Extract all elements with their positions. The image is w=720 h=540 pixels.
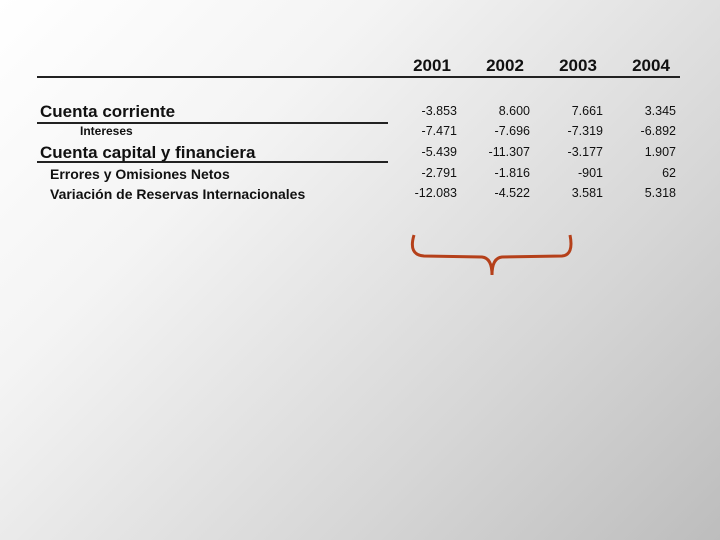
row-label: Cuenta capital y financiera — [40, 143, 256, 162]
cell-value: 62 — [662, 166, 676, 180]
cell-value: -7.471 — [421, 124, 457, 138]
column-header: 2004 — [632, 56, 670, 75]
brace-path — [410, 234, 573, 276]
row-label: Variación de Reservas Internacionales — [50, 186, 306, 202]
cell-value: -2.791 — [421, 166, 457, 180]
cell-value: -6.892 — [640, 124, 676, 138]
cell-value: 3.581 — [571, 186, 603, 200]
cell-value: -11.307 — [488, 145, 530, 159]
column-header: 2001 — [413, 56, 451, 75]
header-rule — [37, 76, 680, 78]
cell-value: 8.600 — [498, 104, 530, 118]
row-rule — [37, 122, 388, 124]
row-label: Cuenta corriente — [40, 102, 176, 121]
cell-value: -12.083 — [414, 186, 457, 200]
row-rule — [37, 161, 388, 163]
column-header: 2002 — [486, 56, 524, 75]
cell-value: -7.696 — [494, 124, 530, 138]
row-label: Intereses — [80, 124, 133, 138]
cell-value: -1.816 — [494, 166, 530, 180]
cell-value: 7.661 — [571, 104, 603, 118]
cell-value: 1.907 — [644, 145, 676, 159]
cell-value: -5.439 — [421, 145, 457, 159]
cell-value: -3.177 — [567, 145, 603, 159]
cell-value: -3.853 — [421, 104, 457, 118]
cell-value: -4.522 — [494, 186, 530, 200]
cell-value: -901 — [577, 166, 603, 180]
row-label: Errores y Omisiones Netos — [50, 166, 230, 182]
cell-value: 5.318 — [644, 186, 676, 200]
column-header: 2003 — [559, 56, 597, 75]
cell-value: -7.319 — [567, 124, 603, 138]
cell-value: 3.345 — [644, 104, 676, 118]
